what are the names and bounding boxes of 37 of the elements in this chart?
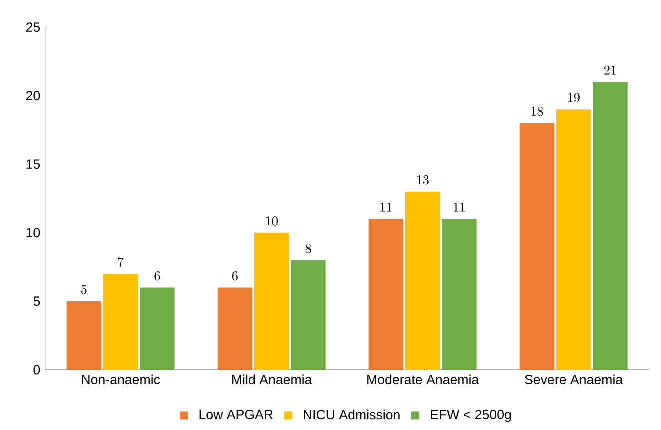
data-label: 19 [568,93,580,102]
legend-label: Low APGAR [200,410,273,420]
data-label: 18 [532,107,544,116]
legend-label: NICU Admission [304,410,400,420]
bar [254,232,290,370]
data-label: 21 [604,66,616,75]
data-label: 11 [454,202,466,212]
data-label: 6 [232,271,238,281]
bar [442,219,477,370]
x-tick-label: Mild Anaemia [232,374,312,384]
data-label: 13 [417,176,429,185]
bar [104,274,138,370]
data-label: 6 [154,271,160,281]
y-tick-label: 10 [26,228,40,238]
data-label: 11 [380,202,392,212]
bar [291,260,326,370]
x-tick-label: Severe Anaemia [525,374,624,384]
bar [556,110,592,370]
bar [140,288,175,370]
y-tick-label: 20 [26,91,40,101]
data-label: 5 [82,285,87,294]
bar [218,288,252,370]
y-tick-label: 0 [34,365,40,375]
data-label: 8 [306,244,312,254]
bar [406,192,440,370]
bar [368,219,404,370]
y-tick-label: 25 [26,22,40,32]
data-label: 10 [266,216,278,226]
bar [593,82,628,370]
x-tick-label: Non-anaemic [82,374,160,384]
bar [66,301,102,370]
y-tick-label: 5 [34,296,40,306]
x-tick-label: Moderate Anaemia [368,374,480,384]
bar [520,123,554,370]
y-tick-label: 15 [26,160,40,170]
data-label: 7 [118,258,124,267]
legend-label: EFW < 2500g [431,410,512,422]
